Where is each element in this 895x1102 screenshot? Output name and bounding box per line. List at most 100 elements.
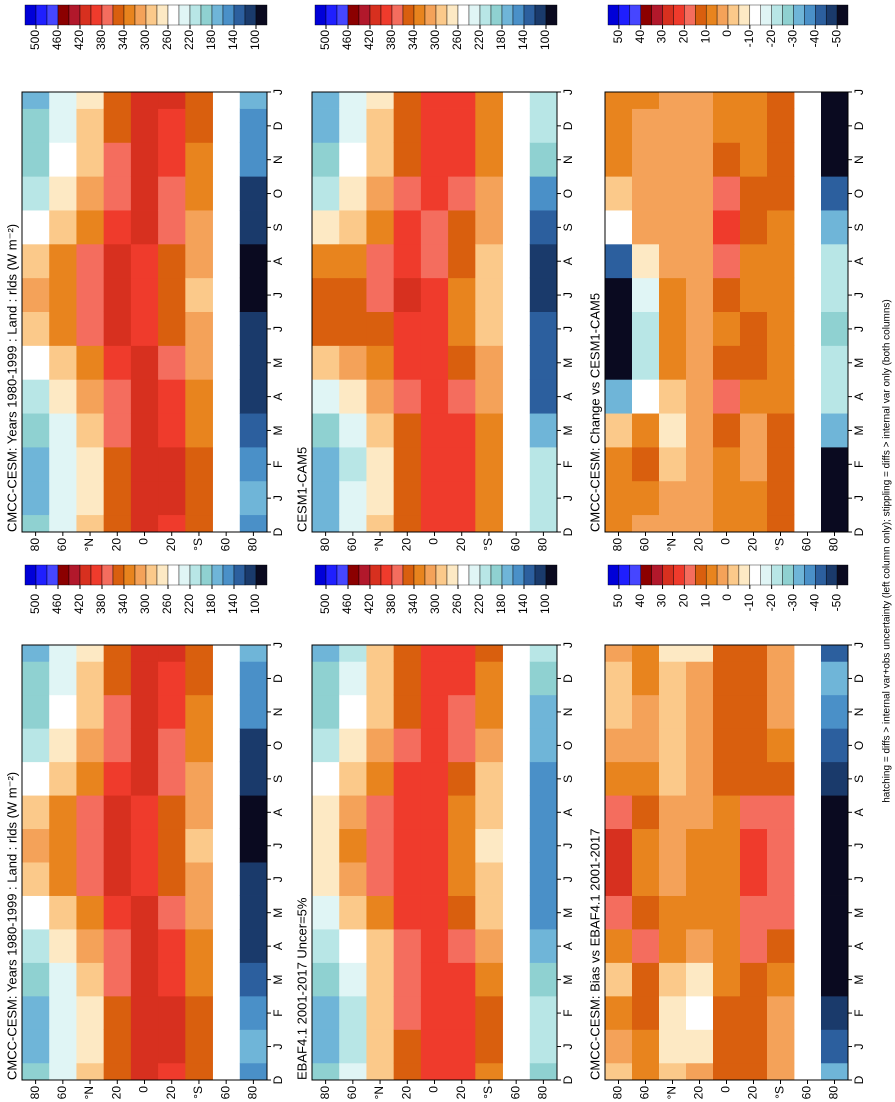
heat-cell bbox=[239, 962, 268, 997]
colorbar-box bbox=[79, 564, 92, 586]
heat-cell bbox=[475, 446, 503, 482]
heat-cell bbox=[239, 210, 268, 245]
y-tick-label: 20 bbox=[399, 1086, 413, 1100]
y-tick-label: 60 bbox=[638, 538, 652, 552]
heat-cell bbox=[158, 995, 186, 1030]
heat-cell bbox=[420, 514, 449, 532]
heat-cell bbox=[821, 694, 849, 729]
y-tick-label: 80 bbox=[536, 538, 550, 552]
heat-cell bbox=[448, 795, 476, 830]
colorbar-box bbox=[413, 4, 426, 26]
colorbar-label: 460 bbox=[340, 30, 354, 50]
heat-cell bbox=[239, 176, 268, 211]
heat-cell bbox=[22, 91, 50, 109]
colorbar-box bbox=[46, 564, 59, 586]
colorbar-box bbox=[836, 4, 849, 26]
colorbar-box bbox=[760, 564, 772, 586]
colorbar-box bbox=[618, 564, 631, 586]
colorbar-box bbox=[501, 564, 514, 586]
heat-cell bbox=[529, 142, 558, 177]
heat-cell bbox=[420, 1029, 449, 1064]
footnote: hatching = diffs > internal var+obs unce… bbox=[882, 299, 893, 803]
heat-cell bbox=[632, 379, 660, 414]
heat-cell bbox=[529, 379, 558, 414]
heat-cell bbox=[529, 210, 558, 245]
heat-cell bbox=[529, 91, 558, 109]
colorbar-label: 420 bbox=[72, 594, 86, 614]
heat-cell bbox=[686, 694, 714, 729]
heat-cell bbox=[420, 91, 449, 109]
heat-cell bbox=[686, 995, 714, 1030]
heat-cell bbox=[312, 761, 340, 796]
colorbar-label: 220 bbox=[472, 594, 486, 614]
y-tick-label: 80 bbox=[611, 1086, 625, 1100]
heat-cell bbox=[76, 862, 105, 896]
heat-cell bbox=[312, 514, 340, 532]
heat-cell bbox=[22, 480, 50, 516]
x-tick-label: S bbox=[852, 775, 866, 783]
colorbar-box bbox=[545, 4, 558, 26]
heat-cell bbox=[821, 480, 849, 516]
heat-cell bbox=[659, 446, 687, 482]
colorbar-box bbox=[662, 4, 674, 26]
heat-cell bbox=[821, 243, 849, 279]
heat-cell bbox=[239, 1062, 268, 1080]
heat-cell bbox=[686, 91, 714, 109]
colorbar-box bbox=[380, 564, 393, 586]
heat-cell bbox=[49, 1029, 77, 1064]
heat-cell bbox=[529, 345, 558, 380]
x-tick-label: J bbox=[561, 495, 575, 501]
heat-cell bbox=[659, 413, 687, 448]
heat-cell bbox=[158, 277, 186, 312]
panel-title: EBAF4.1 2001-2017 Uncer=5% bbox=[294, 897, 309, 1080]
y-tick-label: 0 bbox=[137, 1086, 151, 1093]
x-tick-label: A bbox=[561, 393, 575, 401]
heat-cell bbox=[49, 480, 77, 516]
heat-cell bbox=[821, 108, 849, 143]
y-tick-label: 20 bbox=[454, 1086, 468, 1100]
heat-cell bbox=[686, 761, 714, 796]
heat-cell bbox=[312, 661, 340, 696]
heat-cell bbox=[49, 962, 77, 997]
heat-cell bbox=[49, 91, 77, 109]
y-tick-label: 60 bbox=[55, 1086, 69, 1100]
heat-cell bbox=[339, 480, 367, 516]
colorbar-box bbox=[112, 4, 125, 26]
heat-cell bbox=[103, 694, 132, 729]
colorbar-label: 20 bbox=[677, 30, 691, 44]
rotated-figure: hatching = diffs > internal var+obs unce… bbox=[4, 4, 893, 1100]
x-tick-label: N bbox=[271, 155, 285, 164]
heat-cell bbox=[713, 108, 741, 143]
colorbar-box bbox=[479, 4, 492, 26]
heat-cell bbox=[76, 345, 105, 380]
heat-cell bbox=[22, 108, 50, 143]
heat-cell bbox=[49, 694, 77, 729]
heat-cell bbox=[767, 210, 795, 245]
heat-cell bbox=[632, 277, 660, 312]
heat-cell bbox=[632, 862, 660, 896]
y-tick-label: 80 bbox=[611, 538, 625, 552]
heat-cell bbox=[821, 311, 849, 346]
colorbar-label: 300 bbox=[428, 30, 442, 50]
heat-cell bbox=[312, 210, 340, 245]
heat-cell bbox=[49, 446, 77, 482]
heat-cell bbox=[475, 379, 503, 414]
heat-cell bbox=[103, 761, 132, 796]
heat-cell bbox=[312, 694, 340, 729]
colorbar-box bbox=[369, 4, 382, 26]
y-tick-label: 60 bbox=[508, 1086, 522, 1100]
heat-cell bbox=[821, 795, 849, 830]
heat-cell bbox=[767, 413, 795, 448]
x-tick-label: J bbox=[271, 326, 285, 332]
heat-cell bbox=[76, 895, 105, 930]
x-tick-label: F bbox=[271, 1009, 285, 1016]
colorbar-box bbox=[629, 4, 641, 26]
heat-cell bbox=[339, 962, 367, 997]
heat-cell bbox=[22, 895, 50, 930]
heat-cell bbox=[632, 176, 660, 211]
heat-cell bbox=[158, 962, 186, 997]
heat-cell bbox=[158, 828, 186, 863]
heat-cell bbox=[103, 828, 132, 863]
heat-cell bbox=[605, 277, 633, 312]
colorbar-box bbox=[46, 4, 59, 26]
